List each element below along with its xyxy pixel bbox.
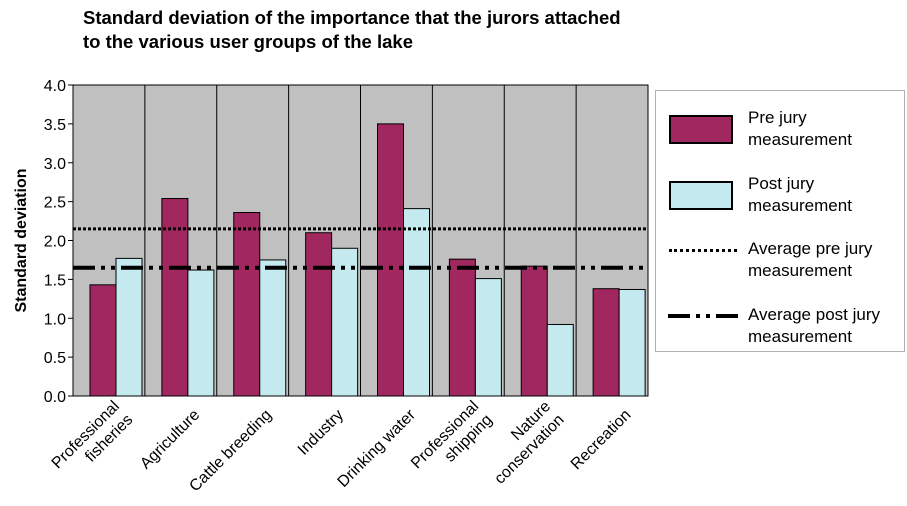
y-tick-label: 0.0 — [44, 389, 66, 406]
x-tick-label: Natureconservation — [478, 398, 568, 488]
bar-pre-jury — [233, 212, 261, 397]
y-tick-label: 2.0 — [44, 234, 66, 251]
legend-item-avg-post: Average post jury measurement — [656, 299, 906, 359]
legend-item-pre: Pre jury measurement — [656, 101, 906, 161]
chart-title-line-1: Standard deviation of the importance tha… — [83, 7, 621, 28]
y-tick-label: 4.0 — [44, 78, 66, 95]
x-tick-label: Professionalfisheries — [49, 398, 137, 486]
bar-post-jury — [618, 288, 646, 397]
x-tick-label: Professionalshipping — [408, 398, 496, 486]
x-tick-label: Industry — [295, 406, 347, 458]
bar-pre-jury — [89, 284, 117, 397]
legend-item-avg-pre: Average pre jury measurement — [656, 233, 906, 293]
bar-post-jury — [546, 323, 574, 397]
y-tick-label: 3.0 — [44, 156, 66, 173]
bar-pre-jury — [448, 258, 476, 397]
chart-title-line-2: to the various user groups of the lake — [83, 31, 413, 52]
x-tick-label: Drinking water — [335, 406, 420, 491]
x-tick-label: Recreation — [568, 406, 635, 473]
legend-line-avg-pre — [669, 249, 737, 252]
legend-swatch-post — [669, 181, 733, 210]
chart-legend: Pre jury measurement Post jury measurement… — [655, 90, 905, 352]
y-tick-label: 2.5 — [44, 195, 66, 212]
legend-label-avg-pre: Average pre jury measurement — [748, 239, 873, 280]
bar-pre-jury — [305, 232, 333, 397]
bar-post-jury — [474, 278, 502, 397]
bar-post-jury — [331, 247, 359, 397]
legend-item-post: Post jury measurement — [656, 167, 906, 227]
legend-line-avg-post — [668, 314, 740, 318]
bar-post-jury — [115, 257, 143, 397]
bar-post-jury — [259, 259, 287, 397]
y-tick-label: 3.5 — [44, 117, 66, 134]
bar-pre-jury — [520, 265, 548, 397]
chart-title: Standard deviation of the importance tha… — [83, 6, 783, 54]
legend-swatch-pre — [669, 115, 733, 144]
legend-label-pre: Pre jury measurement — [748, 108, 852, 149]
y-tick-label: 0.5 — [44, 350, 66, 367]
x-tick-label: Agriculture — [137, 406, 203, 472]
y-tick-label: 1.0 — [44, 311, 66, 328]
bar-post-jury — [403, 208, 430, 397]
bar-pre-jury — [592, 288, 620, 397]
legend-label-avg-post: Average post jury measurement — [748, 305, 880, 346]
y-axis-label: Standard deviation — [13, 168, 30, 312]
bar-post-jury — [187, 269, 215, 397]
bar-pre-jury — [377, 123, 404, 397]
y-tick-label: 1.5 — [44, 272, 66, 289]
legend-label-post: Post jury measurement — [748, 174, 852, 215]
